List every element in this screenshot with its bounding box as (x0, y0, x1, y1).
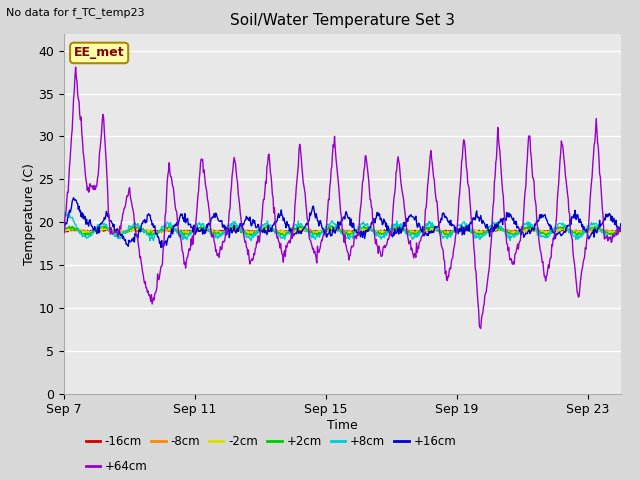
Title: Soil/Water Temperature Set 3: Soil/Water Temperature Set 3 (230, 13, 455, 28)
Y-axis label: Temperature (C): Temperature (C) (22, 163, 36, 264)
Text: No data for f_TC_temp23: No data for f_TC_temp23 (6, 7, 145, 18)
Text: EE_met: EE_met (74, 47, 124, 60)
X-axis label: Time: Time (327, 419, 358, 432)
Legend: +64cm: +64cm (81, 455, 152, 478)
